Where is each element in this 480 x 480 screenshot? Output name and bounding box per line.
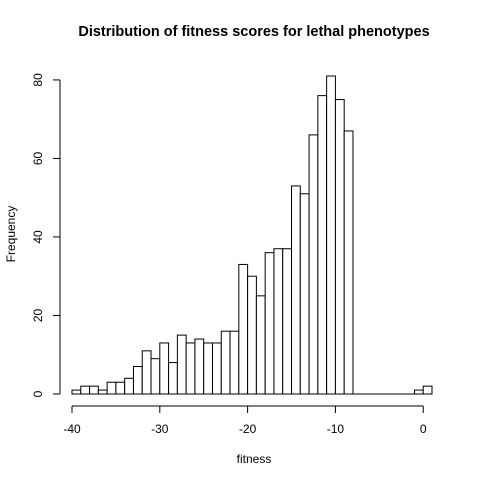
y-tick-label: 80 [31, 73, 45, 87]
histogram-bar [317, 95, 328, 395]
histogram-bar [71, 389, 82, 395]
histogram-bar [124, 377, 134, 395]
histogram-bar [97, 389, 108, 395]
histogram-bar [291, 185, 301, 395]
y-tick-label: 40 [31, 230, 45, 244]
histogram-bar [150, 358, 161, 395]
histogram-bar [264, 252, 275, 395]
histogram-bar [334, 99, 345, 395]
y-tick-label: 60 [31, 151, 45, 165]
y-axis: 0 20 40 60 80 [31, 73, 61, 397]
histogram-bar [185, 342, 196, 395]
histogram-bar [106, 381, 117, 395]
histogram-bar [168, 362, 178, 395]
histogram-bar [308, 134, 319, 395]
histogram-bar [229, 330, 240, 395]
chart-title: Distribution of fitness scores for letha… [78, 24, 429, 40]
histogram-bar [413, 389, 424, 395]
histogram-bar [176, 334, 187, 395]
x-tick-label: 0 [420, 422, 427, 436]
histogram-bar [299, 193, 310, 395]
x-tick-label: -20 [239, 422, 257, 436]
histogram-bar [115, 381, 126, 395]
histogram-bar [159, 342, 170, 395]
histogram-bar [211, 342, 222, 395]
histogram-bar [89, 385, 99, 395]
histogram-bar [343, 130, 354, 395]
histogram-bar [282, 248, 293, 395]
histogram-bar [132, 366, 143, 395]
x-axis-label: fitness [237, 452, 272, 466]
x-tick-label: -10 [327, 422, 345, 436]
histogram-bar [255, 295, 266, 395]
histogram-bar [141, 350, 152, 395]
histogram-bar [203, 342, 213, 395]
y-axis-label: Frequency [4, 206, 18, 263]
histogram-bar [326, 75, 336, 395]
x-axis: -40 -30 -20 -10 0 [63, 405, 427, 436]
x-tick-label: -40 [63, 422, 81, 436]
histogram-bar [80, 385, 91, 395]
x-tick-label: -30 [151, 422, 169, 436]
histogram-bar [220, 330, 231, 395]
histogram-bar [238, 263, 249, 395]
y-tick-label: 0 [31, 390, 45, 397]
y-tick-label: 20 [31, 308, 45, 322]
histogram-bar [422, 385, 433, 395]
histogram-bar [194, 338, 205, 395]
histogram-bar [273, 248, 284, 395]
histogram-bars [71, 75, 433, 395]
histogram-bar [247, 275, 257, 395]
